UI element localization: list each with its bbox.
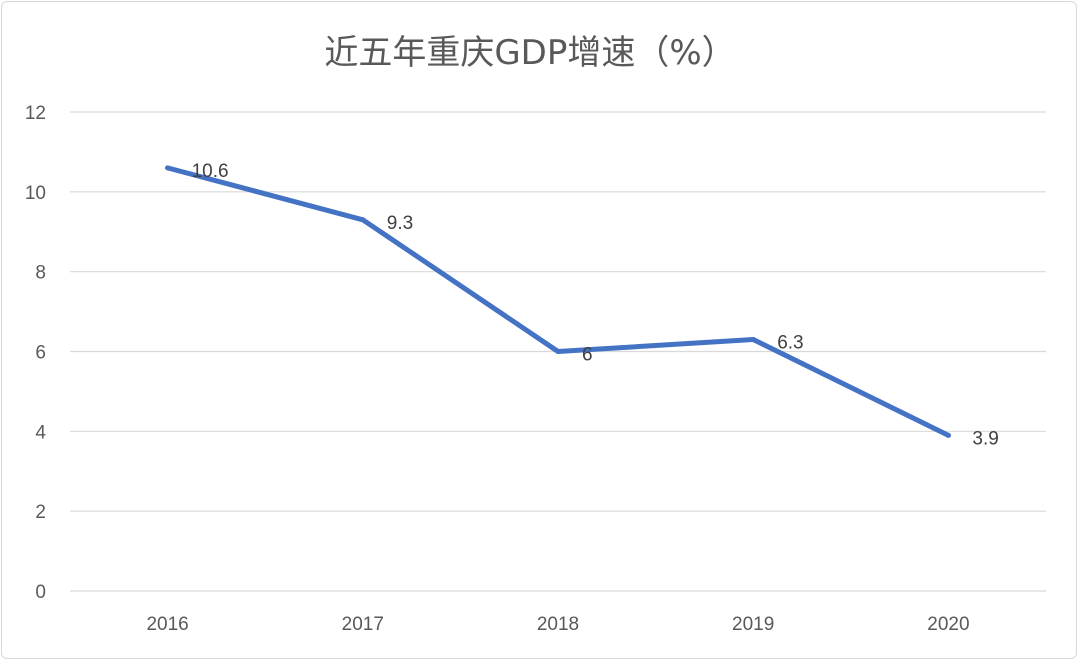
x-tick-label: 2016 bbox=[146, 614, 188, 635]
data-point bbox=[360, 217, 366, 223]
chart-title: 近五年重庆GDP增速（%） bbox=[324, 33, 735, 73]
data-point bbox=[555, 349, 561, 354]
data-label: 3.9 bbox=[972, 428, 998, 449]
x-tick-label: 2018 bbox=[537, 614, 579, 635]
data-point bbox=[945, 432, 951, 438]
data-label: 9.3 bbox=[387, 213, 413, 234]
y-axis-ticks: 0 2 4 6 8 10 12 bbox=[25, 103, 47, 603]
series-group bbox=[165, 165, 951, 438]
data-point bbox=[165, 165, 171, 171]
data-point bbox=[750, 337, 756, 343]
y-tick-label: 12 bbox=[25, 103, 46, 124]
y-tick-label: 8 bbox=[35, 263, 46, 284]
x-tick-label: 2019 bbox=[732, 614, 774, 635]
data-label: 6.3 bbox=[777, 333, 803, 354]
data-labels: 10.6 9.3 6 6.3 3.9 bbox=[192, 161, 999, 449]
x-tick-label: 2020 bbox=[927, 614, 969, 635]
data-label: 10.6 bbox=[192, 161, 229, 182]
series-line bbox=[165, 165, 951, 438]
y-tick-label: 6 bbox=[35, 343, 46, 364]
y-tick-label: 0 bbox=[35, 582, 46, 603]
y-tick-label: 10 bbox=[25, 183, 46, 204]
gridlines bbox=[70, 111, 1046, 592]
y-tick-label: 4 bbox=[35, 422, 46, 443]
x-tick-label: 2017 bbox=[342, 614, 384, 635]
y-tick-label: 2 bbox=[35, 502, 46, 523]
x-axis-ticks: 2016 2017 2018 2019 2020 bbox=[146, 614, 969, 635]
data-label: 6 bbox=[582, 345, 593, 366]
